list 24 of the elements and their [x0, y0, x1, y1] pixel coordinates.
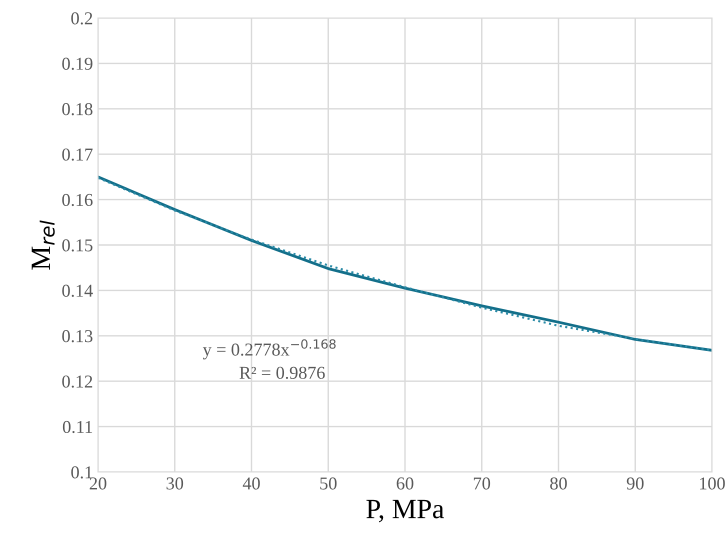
x-tick-label: 30 — [166, 477, 184, 490]
y-tick-label: 0.18 — [62, 103, 92, 116]
y-tick-label: 0.19 — [62, 58, 92, 70]
x-tick-label: 90 — [626, 477, 644, 490]
y-tick-label: 0.15 — [62, 239, 92, 252]
y-tick-label: 0.13 — [62, 330, 92, 342]
x-tick-label: 60 — [396, 477, 414, 490]
y-tick-label: 0.1 — [71, 466, 92, 479]
y-tick-label: 0.16 — [62, 194, 93, 206]
y-tick-label: 0.2 — [71, 12, 92, 25]
y-tick-label: 0.12 — [62, 375, 92, 388]
y-tick-label: 0.17 — [62, 148, 93, 161]
x-tick-label: 40 — [242, 477, 260, 490]
x-tick-label: 20 — [90, 477, 106, 490]
x-axis-title: P, MPa — [366, 500, 444, 522]
annotation: y = 0.2778x$^{−0.168}$ — [202, 339, 336, 360]
x-tick-label: 70 — [474, 477, 490, 490]
annotation: R² = 0.9876 — [240, 366, 325, 379]
y-tick-label: 0.11 — [62, 420, 92, 434]
x-tick-label: 50 — [320, 477, 337, 490]
y-tick-label: 0.14 — [62, 284, 93, 297]
x-tick-label: 80 — [550, 477, 567, 490]
y-axis-title: M$_{rel}$ — [32, 220, 55, 270]
x-tick-label: 100 — [700, 477, 725, 490]
